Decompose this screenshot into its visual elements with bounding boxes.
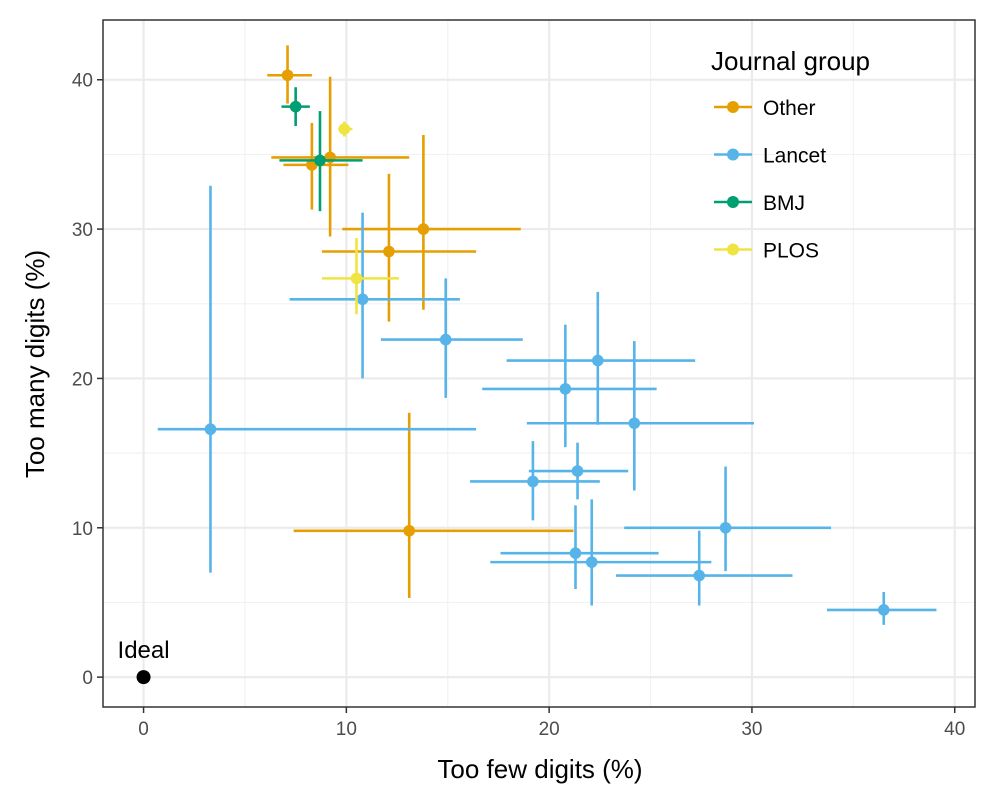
data-point — [585, 556, 598, 568]
data-point — [417, 223, 430, 235]
legend-label: Lancet — [763, 145, 826, 168]
data-point — [527, 475, 539, 488]
data-point — [592, 354, 604, 367]
grid — [103, 20, 975, 707]
data-point — [338, 123, 351, 135]
data-point — [719, 521, 732, 534]
y-tick-label: 20 — [72, 369, 93, 390]
series-bmj — [279, 87, 363, 212]
legend-key-point — [727, 243, 739, 256]
data-point — [571, 465, 584, 477]
y-tick-label: 30 — [72, 220, 93, 241]
x-tick-label: 10 — [336, 719, 357, 740]
data-point — [289, 100, 302, 113]
data-point — [350, 272, 363, 285]
x-axis-title: Too few digits (%) — [437, 754, 642, 784]
y-tick-label: 10 — [72, 519, 93, 540]
ideal-point — [136, 670, 151, 685]
data-point — [403, 524, 416, 537]
x-tick-label: 40 — [944, 719, 965, 740]
y-tick-label: 40 — [72, 71, 93, 92]
axes: 0 10 20 30 40 0 10 20 30 40 — [72, 71, 965, 740]
data-point — [693, 569, 706, 582]
legend: Journal group Other Lancet BMJ PLOS — [711, 46, 870, 263]
y-tick-label: 0 — [82, 668, 93, 689]
data-point — [559, 383, 572, 395]
series-lancet — [157, 185, 937, 625]
data-point — [204, 423, 217, 436]
annotation-layer: Ideal — [118, 637, 170, 685]
data-point — [628, 417, 641, 430]
data-point — [383, 245, 395, 258]
legend-label: PLOS — [763, 240, 819, 263]
legend-label: BMJ — [763, 192, 805, 215]
series-layer — [157, 45, 937, 625]
series-plos — [322, 121, 400, 315]
legend-key-point — [727, 196, 739, 208]
x-tick-label: 20 — [539, 719, 560, 740]
ideal-label: Ideal — [118, 637, 170, 664]
data-point — [569, 547, 582, 559]
x-tick-label: 30 — [741, 719, 762, 740]
legend-label: Other — [763, 97, 816, 120]
legend-key-point — [727, 101, 739, 113]
legend-title: Journal group — [711, 46, 870, 76]
data-point — [356, 293, 369, 306]
data-point — [877, 604, 890, 616]
legend-key-point — [727, 148, 739, 161]
data-point — [281, 69, 294, 82]
y-axis-title: Too many digits (%) — [20, 250, 50, 478]
panel-border — [102, 19, 976, 708]
data-point — [439, 333, 452, 346]
series-other — [267, 45, 574, 598]
x-tick-label: 0 — [138, 719, 149, 740]
data-point — [314, 154, 326, 167]
